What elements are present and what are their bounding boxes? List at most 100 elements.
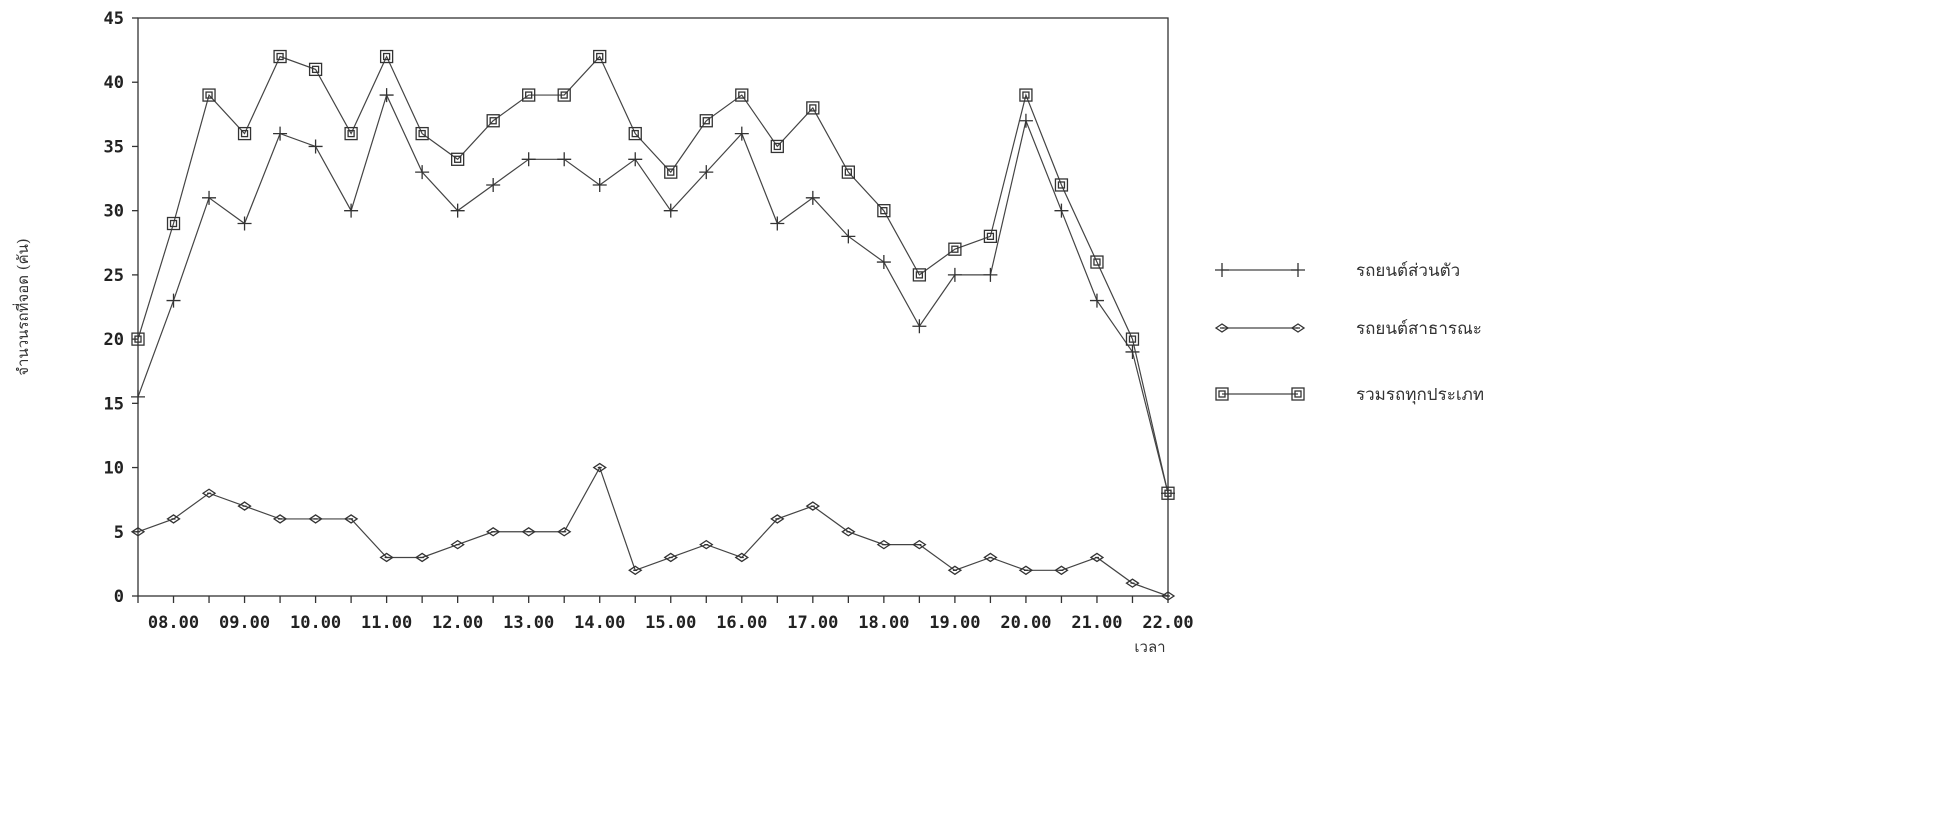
- data-point-inner: [276, 52, 284, 61]
- data-point: [1018, 113, 1033, 128]
- data-point: [663, 203, 678, 218]
- x-tick-label: 12.00: [432, 613, 483, 633]
- data-point: [770, 216, 785, 231]
- data-point: [912, 319, 927, 334]
- data-point: [1089, 552, 1105, 563]
- data-point: [237, 126, 252, 141]
- data-point: [450, 539, 465, 550]
- data-point: [1125, 344, 1140, 359]
- data-point: [983, 552, 998, 563]
- legend-item: รถยนต์ส่วนตัว: [1215, 261, 1460, 281]
- data-point: [770, 514, 785, 524]
- data-point: [734, 126, 749, 141]
- data-point: [272, 514, 288, 524]
- data-point: [486, 114, 500, 128]
- data-point: [486, 526, 501, 537]
- series-line: [137, 55, 1169, 494]
- y-tick-label: 35: [104, 137, 124, 157]
- data-point: [1161, 486, 1175, 500]
- data-point: [947, 565, 963, 576]
- data-point-inner: [525, 91, 533, 99]
- data-point: [237, 501, 252, 511]
- y-tick-label: 25: [104, 266, 124, 286]
- data-point-inner: [560, 91, 568, 99]
- data-point-inner: [631, 129, 639, 138]
- data-point: [735, 88, 749, 102]
- legend-label: รวมรถทุกประเภท: [1356, 385, 1484, 405]
- data-point: [379, 88, 394, 103]
- data-point-inner: [951, 245, 959, 253]
- data-point: [947, 267, 962, 282]
- data-point-inner: [418, 129, 426, 138]
- data-point: [983, 229, 998, 244]
- x-tick-label: 13.00: [503, 613, 554, 633]
- y-tick-label: 45: [104, 9, 124, 29]
- legend-swatch-marker: [1291, 387, 1305, 401]
- data-point: [273, 49, 287, 64]
- legend-swatch-marker-inner: [1294, 390, 1302, 398]
- data-point-inner: [1057, 181, 1066, 189]
- data-point: [486, 177, 501, 192]
- x-tick-label: 16.00: [716, 613, 767, 633]
- data-point-inner: [454, 155, 462, 163]
- series-3: [131, 49, 1175, 500]
- x-tick-label: 14.00: [574, 613, 625, 633]
- data-point: [912, 539, 927, 550]
- data-point: [699, 165, 714, 180]
- data-point: [734, 552, 749, 563]
- data-point-inner: [844, 168, 852, 176]
- data-point: [521, 526, 536, 537]
- data-point-inner: [169, 219, 178, 228]
- x-tick-label: 17.00: [787, 613, 838, 633]
- data-point-inner: [738, 91, 746, 99]
- data-point: [166, 514, 181, 524]
- data-point: [201, 488, 217, 499]
- series-1: [131, 88, 1175, 501]
- data-point-inner: [809, 104, 817, 112]
- legend-swatch-marker: [1214, 323, 1230, 333]
- data-point: [202, 88, 216, 102]
- data-point: [557, 88, 571, 102]
- x-tick-label: 11.00: [361, 613, 412, 633]
- data-point: [344, 126, 358, 141]
- data-point: [805, 501, 820, 511]
- legend-item: รถยนต์สาธารณะ: [1214, 319, 1482, 339]
- data-point-inner: [702, 117, 710, 125]
- x-tick-label: 09.00: [219, 613, 270, 633]
- data-point-inner: [1022, 91, 1030, 99]
- x-axis-title: เวลา: [1134, 638, 1165, 656]
- x-tick-label: 22.00: [1142, 613, 1193, 633]
- data-point: [557, 152, 572, 167]
- legend-swatch-marker-inner: [1218, 390, 1226, 398]
- data-point: [699, 114, 713, 128]
- data-point-inner: [1093, 258, 1101, 266]
- data-point-inner: [986, 232, 995, 241]
- data-point: [131, 389, 145, 404]
- data-point: [166, 216, 181, 231]
- data-point: [664, 165, 678, 179]
- data-point: [414, 552, 430, 563]
- data-point: [912, 268, 927, 282]
- data-point-inner: [1164, 489, 1172, 497]
- data-point: [592, 177, 607, 192]
- data-point-inner: [382, 52, 391, 61]
- data-point: [557, 526, 572, 537]
- data-point: [628, 152, 643, 167]
- data-point: [237, 216, 252, 231]
- data-point: [1089, 293, 1104, 308]
- data-point-inner: [596, 52, 604, 61]
- legend-swatch-marker: [1290, 323, 1306, 333]
- data-point: [628, 126, 642, 141]
- data-point: [699, 539, 714, 550]
- x-tick-label: 15.00: [645, 613, 696, 633]
- legend-swatch-marker: [1215, 263, 1229, 277]
- data-point: [308, 514, 323, 524]
- data-point: [1090, 255, 1104, 269]
- legend-swatch-marker: [1291, 263, 1305, 277]
- data-point: [379, 49, 394, 64]
- data-point: [1160, 591, 1176, 601]
- data-point: [1125, 578, 1140, 588]
- data-point-inner: [489, 117, 497, 125]
